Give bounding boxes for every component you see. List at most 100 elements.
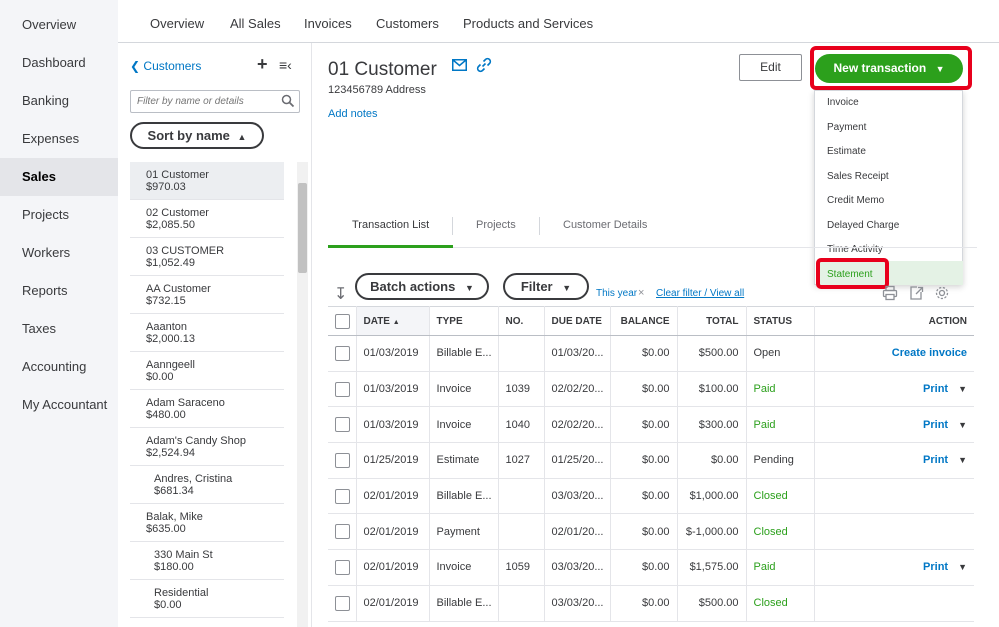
back-to-customers-link[interactable]: ❮ Customers [130, 59, 201, 73]
print-action-link[interactable]: Print [923, 561, 949, 574]
new-transaction-button[interactable]: New transaction ▼ [815, 54, 963, 83]
print-icon[interactable] [882, 285, 898, 301]
row-checkbox[interactable] [335, 417, 350, 433]
print-action-link[interactable]: Print [923, 418, 949, 431]
clear-filter-link[interactable]: Clear filter / View all [656, 288, 745, 299]
add-customer-button[interactable]: + [257, 54, 268, 74]
subtab-transaction-list[interactable]: Transaction List [352, 219, 430, 231]
tab-products-and-services[interactable]: Products and Services [463, 16, 594, 31]
nav-item-projects[interactable]: Projects [22, 207, 69, 222]
caret-down-icon[interactable]: ▼ [958, 419, 967, 430]
cell-type: Invoice [429, 549, 499, 586]
tab-customers[interactable]: Customers [376, 16, 439, 31]
link-icon[interactable] [476, 57, 492, 73]
row-checkbox[interactable] [335, 595, 350, 611]
column-header-no[interactable]: NO. [498, 306, 545, 336]
cell-date: 02/01/2019 [356, 549, 430, 586]
row-checkbox[interactable] [335, 345, 350, 361]
customer-list-item[interactable]: 01 Customer $970.03 [130, 162, 284, 200]
column-header-total[interactable]: TOTAL [677, 306, 747, 336]
customer-list-item[interactable]: 02 Customer $2,085.50 [130, 200, 284, 238]
nav-item-dashboard[interactable]: Dashboard [22, 55, 86, 70]
column-header-date[interactable]: DATE ▲ [356, 306, 430, 336]
column-header-status[interactable]: STATUS [746, 306, 815, 336]
customer-list-scroll-thumb[interactable] [298, 183, 307, 273]
nav-item-reports[interactable]: Reports [22, 283, 68, 298]
tab-overview[interactable]: Overview [150, 16, 205, 31]
batch-actions-button[interactable]: Batch actions ▼ [355, 273, 489, 300]
column-header-type[interactable]: TYPE [429, 306, 499, 336]
table-row[interactable]: 02/01/2019 Billable E... 03/03/20... $0.00 $… [328, 478, 974, 515]
select-all-checkbox[interactable] [335, 313, 350, 329]
table-row[interactable]: 01/03/2019 Billable E... 01/03/20... $0.00 $… [328, 335, 974, 372]
subtab-customer-details[interactable]: Customer Details [563, 219, 648, 231]
caret-down-icon[interactable]: ▼ [958, 384, 967, 395]
customer-list-item[interactable]: 03 CUSTOMER $1,052.49 [130, 238, 284, 276]
nav-item-accounting[interactable]: Accounting [22, 359, 87, 374]
customer-list-item[interactable]: Andres, Cristina $681.34 [130, 466, 284, 504]
sort-arrow-icon[interactable]: ↧ [334, 286, 348, 303]
table-row[interactable]: 01/03/2019 Invoice 1040 02/02/20... $0.00 $30… [328, 406, 974, 444]
nav-item-taxes[interactable]: Taxes [22, 321, 56, 336]
filter-customers-input[interactable] [130, 90, 300, 113]
menu-item-estimate[interactable]: Estimate [827, 146, 866, 157]
table-row[interactable]: 02/01/2019 Billable E... 03/03/20... $0.00 $… [328, 585, 974, 622]
row-checkbox[interactable] [335, 524, 350, 540]
filter-button[interactable]: Filter ▼ [503, 273, 589, 300]
print-action-link[interactable]: Print [923, 454, 949, 467]
customer-list-item[interactable]: Adam Saraceno $480.00 [130, 390, 284, 428]
row-checkbox[interactable] [335, 488, 350, 504]
table-row[interactable]: 01/03/2019 Invoice 1039 02/02/20... $0.00 $10… [328, 371, 974, 408]
close-icon[interactable]: × [638, 287, 645, 299]
collapse-list-icon[interactable]: ≡‹ [279, 57, 292, 73]
caret-down-icon[interactable]: ▼ [958, 562, 967, 573]
cell-date: 02/01/2019 [356, 585, 430, 622]
customer-name: Adam's Candy Shop [146, 435, 246, 447]
menu-item-sales-receipt[interactable]: Sales Receipt [827, 171, 889, 182]
customer-list-item[interactable]: AA Customer $732.15 [130, 276, 284, 314]
nav-item-workers[interactable]: Workers [22, 245, 71, 260]
customer-list: 01 Customer $970.03 02 Customer $2,085.50 … [130, 162, 284, 618]
caret-down-icon[interactable]: ▼ [958, 455, 967, 466]
table-row[interactable]: 02/01/2019 Invoice 1059 03/03/20... $0.00 $1,… [328, 549, 974, 586]
create-invoice-link[interactable]: Create invoice [891, 347, 967, 360]
cell-no [498, 513, 545, 551]
add-notes-link[interactable]: Add notes [328, 108, 378, 120]
menu-item-invoice[interactable]: Invoice [827, 97, 859, 108]
menu-item-credit-memo[interactable]: Credit Memo [827, 195, 885, 206]
tab-invoices[interactable]: Invoices [304, 16, 352, 31]
this-year-filter-chip[interactable]: This year [596, 288, 638, 299]
customer-list-item[interactable]: Adam's Candy Shop $2,524.94 [130, 428, 284, 466]
customer-list-item[interactable]: Aanngeell $0.00 [130, 352, 284, 390]
email-icon[interactable] [452, 59, 467, 71]
edit-button[interactable]: Edit [739, 54, 802, 81]
menu-item-payment[interactable]: Payment [827, 122, 867, 133]
customer-list-item[interactable]: Aaanton $2,000.13 [130, 314, 284, 352]
nav-item-expenses[interactable]: Expenses [22, 131, 80, 146]
menu-item-delayed-charge[interactable]: Delayed Charge [827, 220, 900, 231]
export-icon[interactable] [908, 285, 924, 301]
menu-item-statement[interactable]: Statement [827, 269, 873, 280]
row-checkbox[interactable] [335, 452, 350, 468]
subtab-projects[interactable]: Projects [476, 219, 516, 231]
cell-due-date: 01/03/20... [544, 335, 611, 372]
table-row[interactable]: 02/01/2019 Payment 02/01/20... $0.00 $-1,000… [328, 513, 974, 551]
customer-list-item[interactable]: Balak, Mike $635.00 [130, 504, 284, 542]
customer-list-scrollbar[interactable] [297, 162, 308, 627]
table-row[interactable]: 01/25/2019 Estimate 1027 01/25/20... $0.00 $0… [328, 442, 974, 479]
column-header-due-date[interactable]: DUE DATE [544, 306, 611, 336]
customer-list-item[interactable]: 330 Main St $180.00 [130, 542, 284, 580]
nav-item-overview[interactable]: Overview [22, 17, 77, 32]
nav-item-banking[interactable]: Banking [22, 93, 69, 108]
tab-all-sales[interactable]: All Sales [230, 16, 281, 31]
column-header-balance[interactable]: BALANCE [610, 306, 678, 336]
row-checkbox[interactable] [335, 559, 350, 575]
menu-item-time-activity[interactable]: Time Activity [827, 244, 883, 255]
print-action-link[interactable]: Print [923, 383, 949, 396]
row-checkbox[interactable] [335, 381, 350, 397]
nav-item-my-accountant[interactable]: My Accountant [22, 397, 108, 412]
nav-item-sales[interactable]: Sales [0, 158, 118, 196]
sort-by-name-button[interactable]: Sort by name ▲ [130, 122, 264, 149]
gear-icon[interactable] [934, 285, 950, 301]
customer-list-item[interactable]: Residential $0.00 [130, 580, 284, 618]
